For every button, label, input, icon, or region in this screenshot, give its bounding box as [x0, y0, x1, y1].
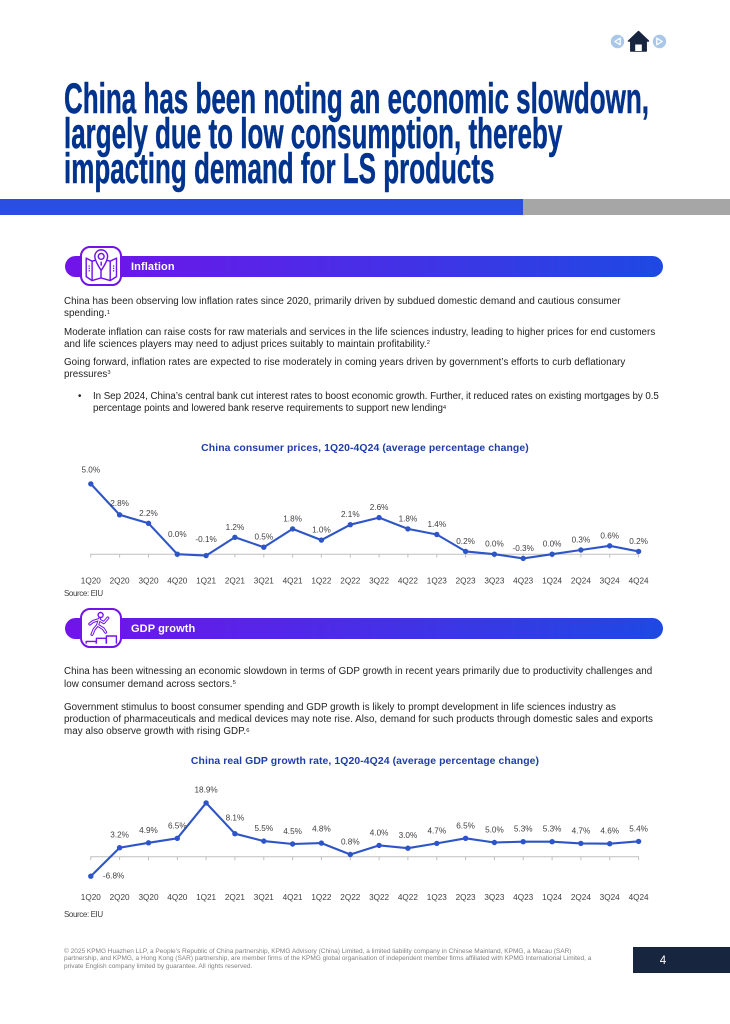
svg-text:-6.8%: -6.8%	[103, 872, 124, 881]
svg-text:1.2%: 1.2%	[226, 523, 245, 532]
svg-text:4.6%: 4.6%	[600, 827, 619, 836]
svg-text:0.6%: 0.6%	[600, 531, 619, 540]
svg-text:4Q21: 4Q21	[283, 893, 303, 902]
svg-text:5.4%: 5.4%	[629, 824, 648, 833]
svg-text:2Q20: 2Q20	[110, 893, 130, 902]
svg-text:18.9%: 18.9%	[194, 785, 217, 794]
svg-text:1.0%: 1.0%	[312, 526, 331, 535]
svg-text:3.2%: 3.2%	[110, 831, 129, 840]
svg-text:0.3%: 0.3%	[572, 536, 591, 545]
svg-text:4.8%: 4.8%	[312, 825, 331, 834]
svg-text:5.5%: 5.5%	[254, 824, 273, 833]
svg-text:1Q23: 1Q23	[427, 576, 447, 585]
svg-text:3.0%: 3.0%	[399, 831, 418, 840]
svg-text:2Q20: 2Q20	[110, 576, 130, 585]
svg-text:4.7%: 4.7%	[427, 826, 446, 835]
svg-text:3Q21: 3Q21	[254, 576, 274, 585]
svg-text:2Q24: 2Q24	[571, 893, 591, 902]
svg-text:3Q24: 3Q24	[600, 893, 620, 902]
svg-text:4.0%: 4.0%	[370, 828, 389, 837]
svg-text:2Q21: 2Q21	[225, 893, 245, 902]
svg-text:0.0%: 0.0%	[485, 540, 504, 549]
svg-text:1Q22: 1Q22	[311, 893, 331, 902]
svg-text:1Q23: 1Q23	[427, 893, 447, 902]
svg-text:0.5%: 0.5%	[254, 533, 273, 542]
svg-text:4Q21: 4Q21	[283, 576, 303, 585]
svg-text:1Q20: 1Q20	[81, 893, 101, 902]
svg-text:1.4%: 1.4%	[427, 520, 446, 529]
svg-text:4Q20: 4Q20	[167, 576, 187, 585]
svg-text:5.0%: 5.0%	[81, 466, 100, 475]
svg-text:4.5%: 4.5%	[283, 827, 302, 836]
svg-text:3Q23: 3Q23	[484, 893, 504, 902]
svg-text:2.8%: 2.8%	[110, 499, 129, 508]
svg-text:4Q22: 4Q22	[398, 893, 418, 902]
svg-text:3Q22: 3Q22	[369, 893, 389, 902]
svg-text:8.1%: 8.1%	[226, 814, 245, 823]
svg-text:4.9%: 4.9%	[139, 826, 158, 835]
svg-text:2.1%: 2.1%	[341, 510, 360, 519]
svg-text:0.0%: 0.0%	[168, 530, 187, 539]
svg-text:1Q24: 1Q24	[542, 893, 562, 902]
svg-text:6.5%: 6.5%	[456, 821, 475, 830]
svg-text:5.3%: 5.3%	[543, 825, 562, 834]
svg-text:3Q21: 3Q21	[254, 893, 274, 902]
svg-text:2Q24: 2Q24	[571, 576, 591, 585]
svg-text:3Q20: 3Q20	[138, 576, 158, 585]
svg-text:5.3%: 5.3%	[514, 825, 533, 834]
svg-text:0.2%: 0.2%	[629, 537, 648, 546]
svg-text:3Q24: 3Q24	[600, 576, 620, 585]
svg-text:4Q22: 4Q22	[398, 576, 418, 585]
svg-text:3Q20: 3Q20	[138, 893, 158, 902]
svg-text:2Q22: 2Q22	[340, 893, 360, 902]
svg-text:0.2%: 0.2%	[456, 537, 475, 546]
svg-text:2Q22: 2Q22	[340, 576, 360, 585]
svg-text:2Q23: 2Q23	[456, 576, 476, 585]
svg-text:-0.3%: -0.3%	[513, 544, 534, 553]
svg-text:1.8%: 1.8%	[399, 514, 418, 523]
svg-text:1Q22: 1Q22	[311, 576, 331, 585]
svg-text:4Q20: 4Q20	[167, 893, 187, 902]
svg-text:0.8%: 0.8%	[341, 838, 360, 847]
svg-text:5.0%: 5.0%	[485, 826, 504, 835]
svg-text:1Q20: 1Q20	[81, 576, 101, 585]
svg-text:4Q23: 4Q23	[513, 576, 533, 585]
svg-text:1Q21: 1Q21	[196, 576, 216, 585]
svg-text:1Q24: 1Q24	[542, 576, 562, 585]
svg-text:4Q24: 4Q24	[629, 893, 649, 902]
svg-text:3Q22: 3Q22	[369, 576, 389, 585]
svg-text:2.6%: 2.6%	[370, 503, 389, 512]
svg-text:4Q24: 4Q24	[629, 576, 649, 585]
svg-text:0.0%: 0.0%	[543, 540, 562, 549]
svg-text:3Q23: 3Q23	[484, 576, 504, 585]
svg-text:1Q21: 1Q21	[196, 893, 216, 902]
svg-text:2Q21: 2Q21	[225, 576, 245, 585]
svg-text:2Q23: 2Q23	[456, 893, 476, 902]
svg-text:2.2%: 2.2%	[139, 509, 158, 518]
svg-text:6.5%: 6.5%	[168, 821, 187, 830]
svg-text:-0.1%: -0.1%	[195, 535, 216, 544]
svg-text:4Q23: 4Q23	[513, 893, 533, 902]
svg-text:1.8%: 1.8%	[283, 514, 302, 523]
svg-text:4.7%: 4.7%	[572, 826, 591, 835]
